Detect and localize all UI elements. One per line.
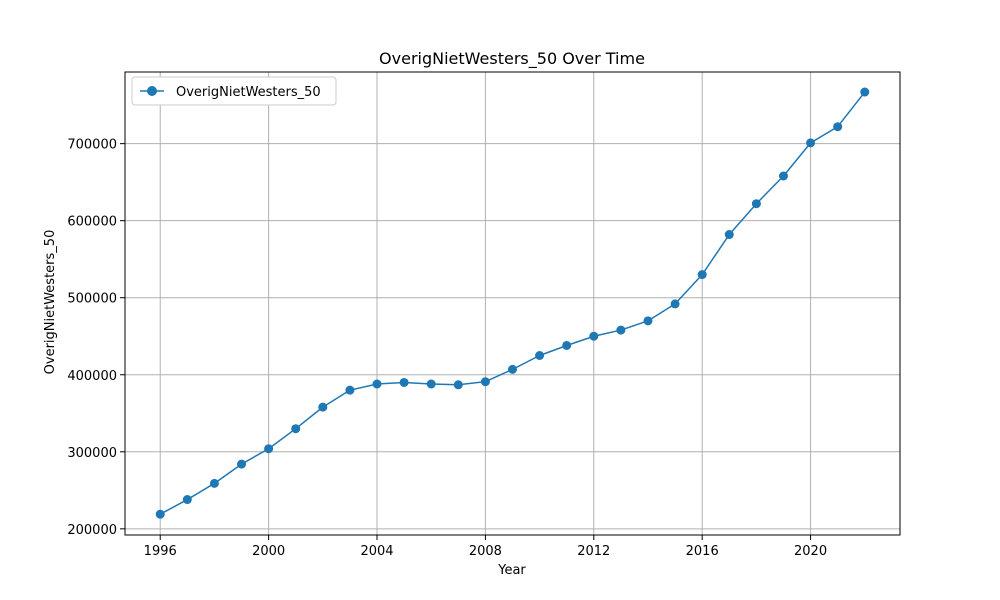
data-point (535, 351, 545, 360)
grid-layer (125, 72, 900, 535)
chart-title: OverigNietWesters_50 Over Time (379, 49, 645, 69)
data-point (724, 230, 734, 240)
data-point (670, 299, 680, 309)
data-point (778, 171, 788, 181)
data-point (237, 459, 247, 469)
data-point (562, 340, 572, 350)
data-point (291, 424, 301, 434)
data-point (589, 331, 599, 341)
data-point (426, 379, 436, 389)
data-point (751, 199, 761, 209)
y-tick-label: 500000 (67, 292, 117, 307)
data-point (643, 316, 653, 326)
plot-frame (124, 71, 901, 536)
data-point (372, 379, 382, 389)
legend-point-marker (147, 86, 157, 96)
data-point (318, 402, 328, 412)
x-axis-label: Year (497, 563, 526, 578)
legend-box (131, 76, 337, 106)
x-tick-label: 2012 (577, 544, 610, 559)
data-point (182, 495, 192, 505)
data-point (209, 478, 219, 488)
data-point (480, 377, 490, 387)
series-layer (155, 87, 870, 519)
data-point (264, 444, 274, 454)
data-point (453, 380, 463, 390)
y-tick-label: 600000 (67, 215, 117, 230)
data-point (399, 377, 409, 387)
legend-label: OverigNietWesters_50 (176, 85, 321, 100)
x-tick-label: 1996 (144, 544, 177, 559)
data-point (508, 364, 517, 374)
x-tick-label: 2004 (360, 544, 393, 559)
data-point (345, 385, 355, 395)
y-tick-label: 200000 (67, 523, 117, 538)
x-tick-label: 2000 (252, 544, 285, 559)
data-point (833, 122, 843, 132)
x-tick-label: 2016 (686, 544, 719, 559)
data-point (155, 509, 165, 519)
y-axis-label: OverigNietWesters_50 (43, 230, 58, 375)
data-point (697, 270, 707, 280)
y-tick-label: 700000 (67, 138, 117, 153)
x-tick-label: 2020 (794, 544, 827, 559)
x-tick-label: 2008 (469, 544, 502, 559)
data-point (806, 138, 816, 148)
y-tick-label: 300000 (67, 446, 117, 461)
y-tick-label: 400000 (67, 369, 117, 384)
data-point (860, 87, 870, 97)
legend: OverigNietWesters_50 (131, 76, 337, 106)
data-point (616, 325, 626, 335)
axes-layer: 1996 2000 2004 2008 2012 2016 2020 200000 300000… (67, 71, 901, 559)
